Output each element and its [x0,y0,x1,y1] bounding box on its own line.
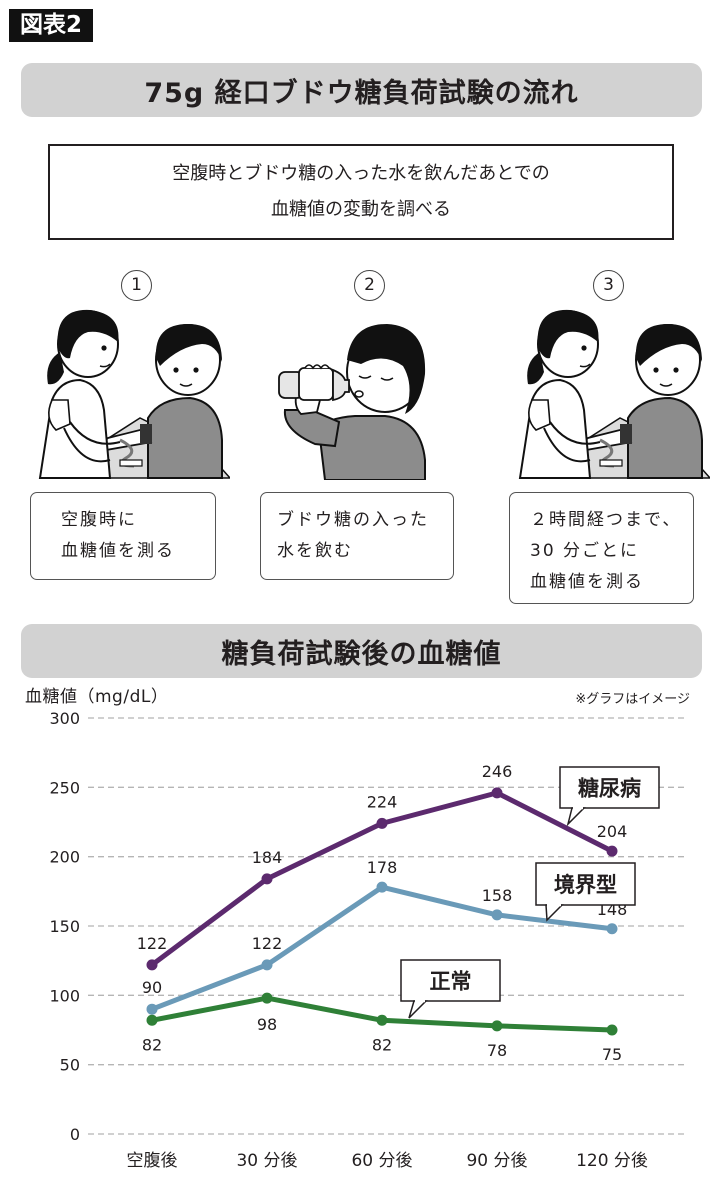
data-point [261,959,273,971]
data-point [146,1014,158,1026]
series-callout [559,766,660,809]
x-tick-label: 120 分後 [576,1151,648,1171]
section-title-flow: 75g 経口ブドウ糖負荷試験の流れ [21,63,702,117]
data-point [606,1024,618,1036]
chart-note: ※グラフはイメージ [575,692,690,707]
step-1-box: 空腹時に 血糖値を測る [30,492,216,580]
step-number-3: 3 [593,270,624,301]
data-point [261,992,273,1004]
section-title-chart-text: 糖負荷試験後の血糖値 [221,638,502,670]
y-tick-label: 0 [70,1125,80,1144]
step-2-line: 水を飲む [277,541,353,561]
data-point [606,845,618,857]
nurse-measuring-blood-sugar-illustration-2 [518,309,710,479]
y-axis-label: 血糖値（mg/dL） [25,687,169,707]
data-point [491,1020,503,1032]
y-tick-label: 300 [49,709,80,728]
series-callout-label: 正常 [430,970,472,994]
patient-drinking-glucose-water-illustration [278,324,426,480]
step-2-box: ブドウ糖の入った 水を飲む [260,492,454,580]
x-tick-label: 空腹後 [127,1151,178,1171]
intro-line: 空腹時とブドウ糖の入った水を飲んだあとでの [172,163,550,184]
data-label: 224 [367,792,398,811]
series-callout-label: 境界型 [554,873,617,897]
y-tick-label: 250 [49,778,80,797]
data-label: 204 [597,822,628,841]
data-point [376,1014,388,1026]
x-tick-label: 60 分後 [351,1151,412,1171]
data-label: 90 [142,978,162,997]
section-title-chart: 糖負荷試験後の血糖値 [21,624,702,678]
nurse-measuring-blood-sugar-illustration [38,309,230,479]
y-tick-label: 50 [60,1056,80,1075]
step-1-line: 空腹時に [61,510,137,530]
y-tick-label: 100 [49,986,80,1005]
data-label: 158 [482,886,513,905]
data-label: 122 [137,934,168,953]
data-point [146,959,158,971]
data-point [376,881,388,893]
series-callout [535,862,636,906]
data-label: 246 [482,762,513,781]
data-point [491,909,503,921]
series-callout [400,959,501,1002]
y-tick-label: 150 [49,917,80,936]
step-3-line: 血糖値を測る [530,572,644,592]
data-point [261,873,273,885]
x-tick-label: 30 分後 [236,1151,297,1171]
data-label: 178 [367,858,398,877]
data-label: 75 [602,1045,622,1064]
intro-box: 空腹時とブドウ糖の入った水を飲んだあとでの 血糖値の変動を調べる [48,144,674,240]
step-1-line: 血糖値を測る [61,541,175,561]
step-number-1: 1 [121,270,152,301]
data-point [606,923,618,935]
data-label: 184 [252,848,283,867]
intro-line: 血糖値の変動を調べる [271,199,451,220]
data-label: 82 [142,1035,162,1054]
step-3-box: ２時間経つまで、 30 分ごとに 血糖値を測る [509,492,694,604]
figure-label: 図表2 [9,9,93,42]
data-point [491,787,503,799]
step-3-line: ２時間経つまで、 [530,510,682,530]
data-label: 82 [372,1035,392,1054]
data-point [376,817,388,829]
step-number-2: 2 [354,270,385,301]
step-2-line: ブドウ糖の入った [277,510,429,530]
section-title-flow-text: 75g 経口ブドウ糖負荷試験の流れ [144,77,579,109]
series-callout-label: 糖尿病 [578,777,641,801]
data-label: 122 [252,934,283,953]
step-3-line: 30 分ごとに [530,541,640,561]
y-tick-label: 200 [49,848,80,867]
data-label: 78 [487,1041,507,1060]
data-point [146,1003,158,1015]
x-tick-label: 90 分後 [466,1151,527,1171]
data-label: 98 [257,1015,277,1034]
